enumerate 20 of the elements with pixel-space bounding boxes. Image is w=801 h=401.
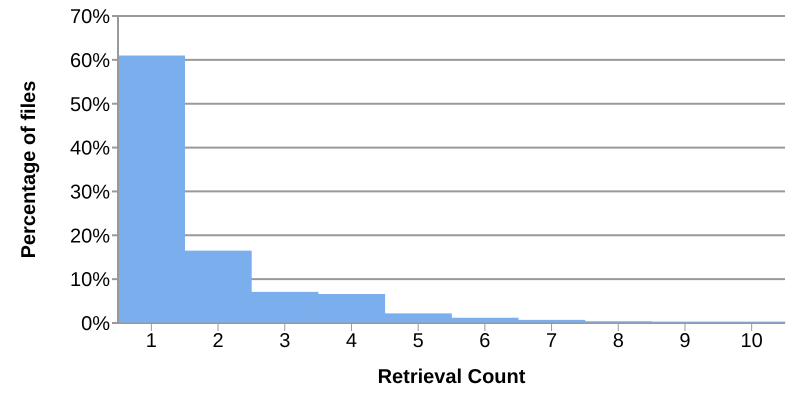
x-axis-title: Retrieval Count [378,366,526,388]
x-tick-label: 9 [679,330,691,352]
x-tick-label: 2 [212,330,224,352]
x-tick-label: 6 [479,330,490,352]
y-axis-title: Percentage of files [18,80,40,258]
y-tick-label: 20% [70,225,110,248]
x-tick-label: 4 [346,330,358,352]
y-tick-label: 50% [70,94,110,116]
y-tick-label: 70% [70,6,110,28]
x-tick-label: 8 [612,330,624,352]
y-tick-label: 0% [81,313,110,336]
x-tick-label: 3 [279,330,290,352]
x-tick-label: 5 [412,330,424,352]
y-tick-label: 60% [70,50,110,72]
x-tick-label: 1 [146,330,157,352]
y-tick-label: 30% [70,182,110,204]
x-tick-label: 7 [546,330,558,352]
x-tick-label: 10 [740,330,763,352]
y-tick-label: 40% [70,138,110,160]
y-tick-label: 10% [70,269,110,292]
